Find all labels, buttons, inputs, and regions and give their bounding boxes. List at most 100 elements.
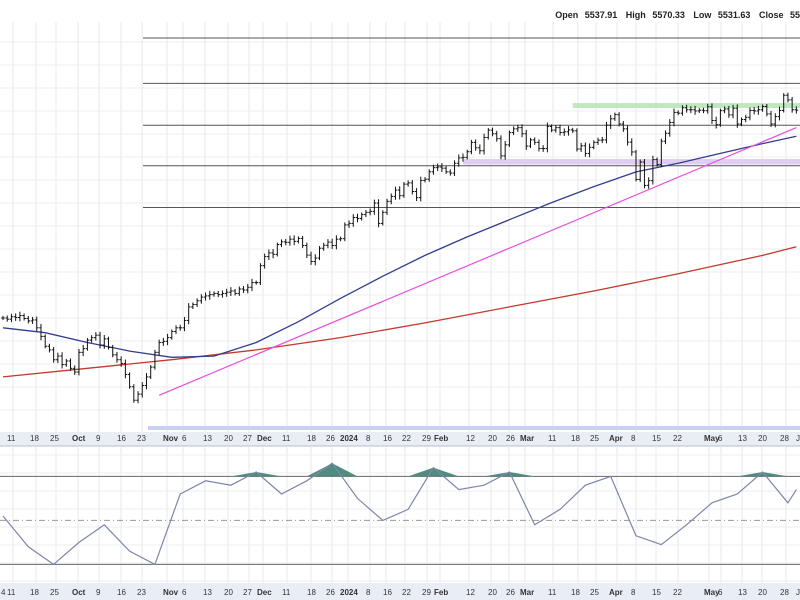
price-bar [511, 126, 516, 136]
indicator-axis-tick-label: 15 [652, 588, 661, 597]
price-axis-tick-label: 9 [96, 434, 101, 443]
price-axis-tick-label: 18 [571, 434, 580, 443]
indicator-axis-tick-label: 8 [631, 588, 636, 597]
price-axis-tick-label: Dec [257, 434, 272, 443]
price-bar [338, 236, 343, 242]
price-axis-tick-label: 6 [718, 434, 723, 443]
indicator-line [2, 462, 797, 566]
price-bar [115, 351, 119, 363]
price-bar [334, 235, 339, 250]
price-bar [465, 149, 469, 160]
indicator-axis-tick-label: 18 [30, 588, 39, 597]
price-bar [119, 356, 123, 367]
price-bar [461, 153, 465, 162]
price-bar [427, 169, 432, 182]
price-bar [191, 302, 195, 309]
price-bar [579, 142, 583, 152]
price-axis-tick-label: 18 [30, 434, 39, 443]
price-axis-tick-label: Oct [72, 434, 86, 443]
price-bar [245, 283, 250, 294]
price-bar [655, 157, 659, 167]
price-bar [258, 263, 263, 286]
price-bar [516, 124, 520, 132]
price-bar [777, 106, 782, 121]
price-bar [562, 128, 567, 136]
price-bar [532, 137, 537, 145]
price-bar [473, 139, 478, 151]
indicator-axis-tick-label: 16 [117, 588, 126, 597]
price-axis-tick-label: May [704, 434, 720, 443]
price-axis-tick-label: 13 [738, 434, 747, 443]
price-axis-tick-label: 2024 [340, 434, 358, 443]
price-bar [178, 324, 183, 331]
price-bar [710, 103, 714, 124]
price-axis-tick-label: 28 [780, 434, 789, 443]
price-bar [123, 359, 128, 379]
price-bar [570, 127, 575, 133]
low-label: Low [693, 10, 712, 20]
price-bar [279, 239, 284, 248]
price-bar [613, 112, 617, 121]
price-axis-tick-label: Feb [434, 434, 448, 443]
price-axis-tick-label: 11 [282, 434, 291, 443]
price-bar [600, 136, 605, 144]
price-bar [165, 333, 170, 346]
price-bar [110, 344, 115, 358]
price-bar [68, 358, 73, 371]
indicator-axis-tick-label: 4 [1, 588, 6, 597]
price-bar [330, 238, 334, 249]
price-bar [545, 122, 550, 153]
price-bar [1, 315, 5, 321]
price-bar [195, 298, 199, 307]
price-bar [494, 130, 499, 142]
close-value: 55 [789, 10, 800, 20]
price-axis-tick-label: 15 [652, 434, 661, 443]
price-axis-tick-label: 29 [422, 434, 431, 443]
price-axis-tick-label: 25 [590, 434, 599, 443]
price-bar [241, 286, 246, 293]
ma-200-line [2, 246, 797, 378]
price-bar [452, 160, 457, 177]
price-axis-tick-label: 16 [117, 434, 126, 443]
price-bar [680, 105, 685, 116]
price-bar [56, 352, 60, 364]
price-bar [22, 313, 26, 321]
price-bar [554, 125, 558, 133]
price-bar [102, 335, 107, 349]
price-bar [199, 294, 204, 304]
indicator-axis-tick-label: 20 [224, 588, 233, 597]
price-bar [51, 346, 56, 363]
indicator-axis-tick-label: 22 [402, 588, 411, 597]
price-axis-tick-label: 26 [506, 434, 515, 443]
price-bar [381, 210, 385, 226]
indicator-axis-tick-label: 18 [571, 588, 580, 597]
indicator-axis-tick-label: 29 [422, 588, 431, 597]
price-bar [575, 128, 579, 152]
indicator-axis-tick-label: 26 [506, 588, 515, 597]
price-bar [30, 317, 35, 324]
price-bar [385, 198, 389, 215]
ma-50-line [2, 135, 797, 358]
price-bar [355, 213, 360, 223]
price-bar [634, 149, 638, 182]
price-bar [13, 313, 18, 321]
price-axis-tick-label: 13 [203, 434, 212, 443]
price-bar [718, 108, 723, 127]
price-bar [397, 186, 402, 200]
price-bar [182, 317, 187, 332]
indicator-axis-tick-label: 6 [182, 588, 187, 597]
price-bar [288, 235, 292, 246]
price-bar [85, 338, 90, 351]
indicator-axis-tick-label: 9 [96, 588, 101, 597]
price-bar [161, 337, 166, 346]
price-bar [731, 104, 735, 119]
indicator-axis-tick-label: Nov [163, 588, 179, 597]
price-bar [608, 114, 613, 130]
price-bar [524, 129, 529, 150]
price-axis-tick-label: 11 [7, 434, 16, 443]
price-bar [89, 335, 94, 343]
price-bar [743, 114, 748, 123]
price-bar [663, 130, 668, 145]
indicator-axis-tick-label: 13 [203, 588, 212, 597]
